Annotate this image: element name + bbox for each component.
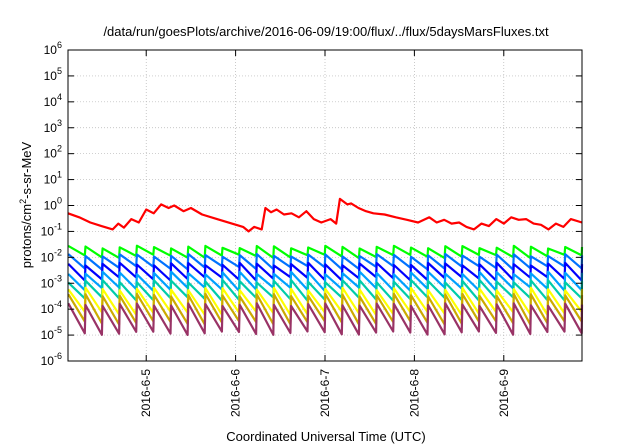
series-line <box>67 286 584 317</box>
y-tick-label: 10-6 <box>41 351 62 368</box>
series-group <box>67 197 584 336</box>
y-tick-base: 10 <box>41 276 55 290</box>
x-tick-label: 2016-6-8 <box>407 369 421 417</box>
y-tick-label: 103 <box>44 118 62 135</box>
y-tick-exponent: -6 <box>54 351 62 361</box>
y-tick-label: 101 <box>44 170 62 187</box>
y-axis: 10610510410310210110010-110-210-310-410-… <box>41 40 582 368</box>
y-tick-exponent: 6 <box>57 40 62 50</box>
y-tick-base: 10 <box>44 147 58 161</box>
x-tick-label: 2016-6-6 <box>229 369 243 417</box>
y-tick-base: 10 <box>44 95 58 109</box>
chart-title: /data/run/goesPlots/archive/2016-06-09/1… <box>103 24 549 39</box>
grid <box>68 50 582 361</box>
y-tick-label: 100 <box>44 196 62 213</box>
series-line <box>67 252 584 271</box>
y-tick-exponent: 0 <box>57 196 62 206</box>
y-tick-label: 10-1 <box>41 221 62 238</box>
series-line <box>67 197 583 233</box>
y-tick-label: 104 <box>44 92 62 109</box>
y-tick-base: 10 <box>44 43 58 57</box>
x-axis: 2016-6-5 2016-6-6 2016-6-7 2016-6-8 2016-6-9 <box>139 50 511 417</box>
y-tick-label: 102 <box>44 144 62 161</box>
y-axis-label: protons/cm2-s-sr-MeV <box>18 141 34 268</box>
y-tick-base: 10 <box>44 69 58 83</box>
y-tick-exponent: -3 <box>54 273 62 283</box>
y-tick-base: 10 <box>44 199 58 213</box>
y-tick-base: 10 <box>41 250 55 264</box>
y-axis-label-sup: 2 <box>18 199 28 204</box>
x-axis-label: Coordinated Universal Time (UTC) <box>226 429 425 444</box>
series-line <box>67 270 584 292</box>
y-tick-base: 10 <box>41 224 55 238</box>
y-tick-base: 10 <box>41 328 55 342</box>
y-tick-label: 106 <box>44 40 62 57</box>
x-tick-label: 2016-6-7 <box>318 369 332 417</box>
y-axis-label-rest: -s-sr-MeV <box>19 141 34 198</box>
x-tick-label: 2016-6-9 <box>497 369 511 417</box>
series-line <box>67 261 584 282</box>
y-tick-exponent: 5 <box>57 66 62 76</box>
series-line <box>67 278 584 302</box>
y-tick-label: 10-2 <box>41 247 62 264</box>
y-axis-label-base: protons/cm <box>19 204 34 268</box>
y-tick-base: 10 <box>44 173 58 187</box>
y-tick-label: 105 <box>44 66 62 83</box>
y-tick-exponent: -1 <box>54 221 62 231</box>
y-tick-exponent: -5 <box>54 325 62 335</box>
y-tick-base: 10 <box>41 354 55 368</box>
series-line <box>67 302 584 336</box>
y-tick-base: 10 <box>41 302 55 316</box>
y-tick-exponent: -2 <box>54 247 62 257</box>
y-tick-exponent: -4 <box>54 299 62 309</box>
y-tick-exponent: 4 <box>57 92 62 102</box>
series-line <box>67 292 584 326</box>
y-tick-label: 10-5 <box>41 325 62 342</box>
y-tick-exponent: 2 <box>57 144 62 154</box>
y-tick-label: 10-3 <box>41 273 62 290</box>
y-tick-label: 10-4 <box>41 299 62 316</box>
x-tick-label: 2016-6-5 <box>139 369 153 417</box>
y-tick-exponent: 3 <box>57 118 62 128</box>
y-tick-base: 10 <box>44 121 58 135</box>
y-tick-exponent: 1 <box>57 170 62 180</box>
series-line <box>67 244 584 260</box>
